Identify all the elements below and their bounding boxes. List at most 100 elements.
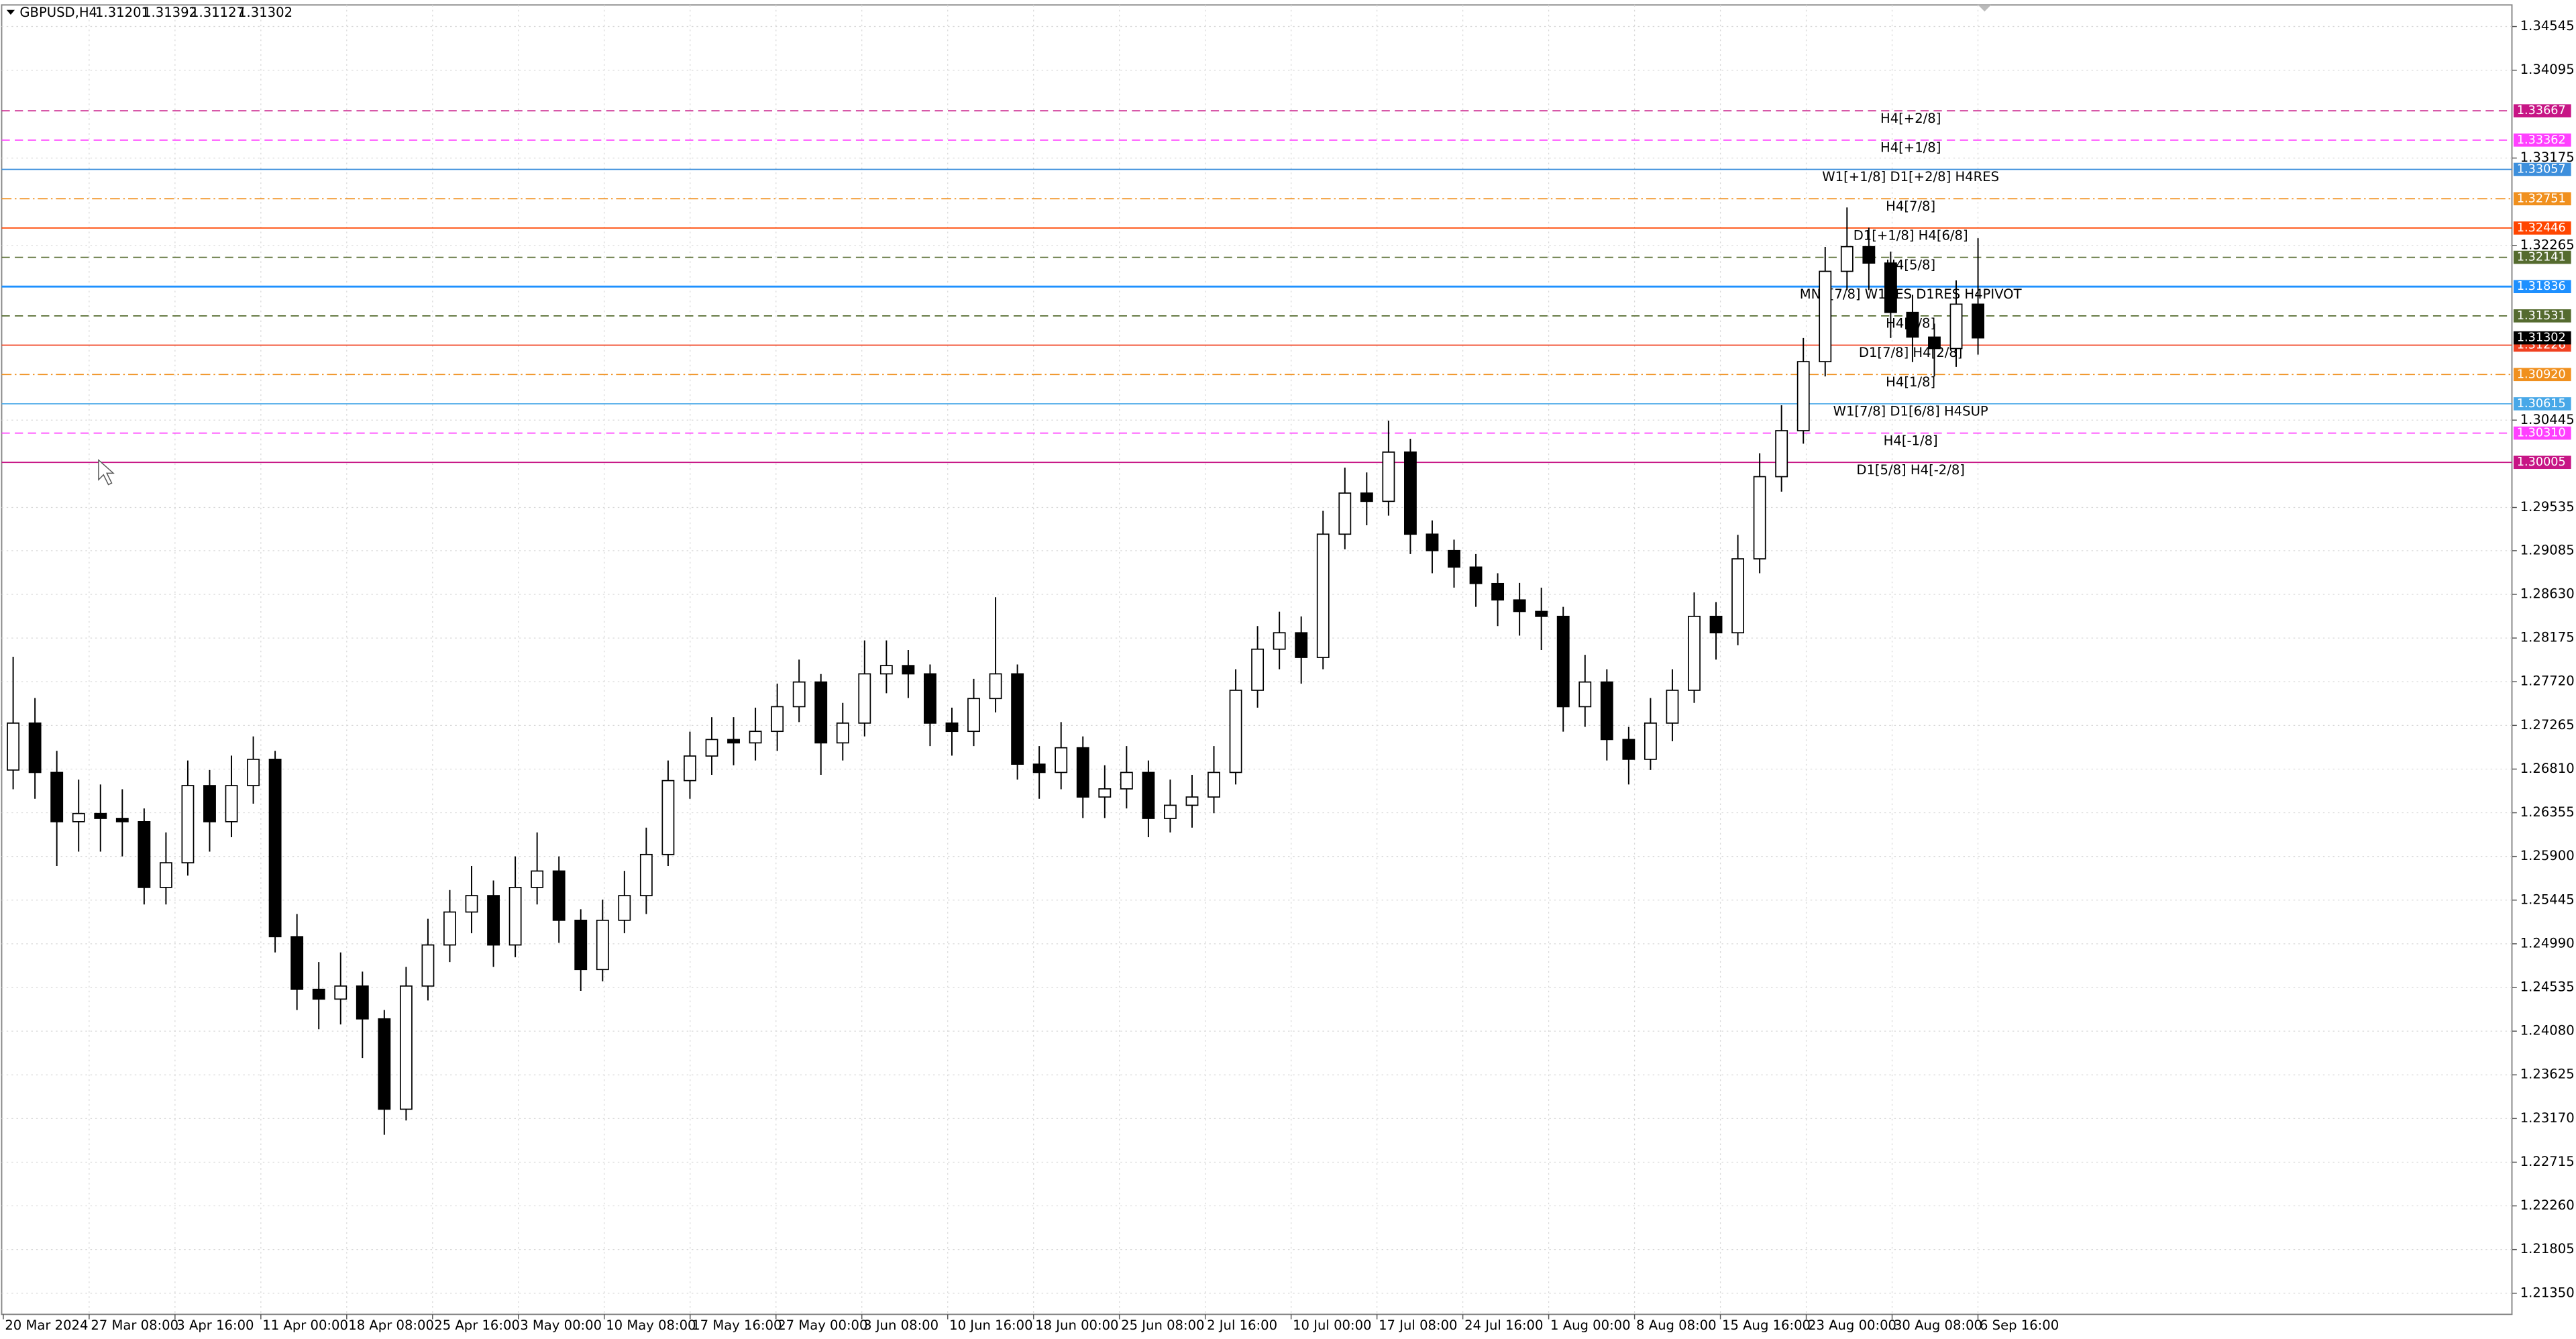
level-price: 1.33667 [2517,104,2566,117]
x-tick-label: 15 Aug 16:00 [1722,1318,1811,1333]
grid [1,5,2512,1315]
candle-body [94,812,107,819]
level-price-box [2513,104,2571,117]
candle-body [1491,582,1505,601]
x-tick-label: 30 Aug 08:00 [1894,1318,1982,1333]
level-label: H4[-1/8] [1884,433,1938,448]
x-tick-label: 18 Apr 08:00 [348,1318,434,1333]
level-label: H4[7/8] [1886,199,1935,214]
y-tick-label: 1.28630 [2520,586,2575,601]
candle-body [72,812,85,822]
level-price: 1.33057 [2517,162,2566,176]
candle-body [1208,771,1220,798]
level-price: 1.30920 [2517,368,2566,381]
candle-body [443,911,456,946]
x-tick-label: 10 Jun 16:00 [949,1318,1032,1333]
current-price-box [2513,331,2571,345]
candle-body [879,665,893,675]
candle-body [1796,361,1810,431]
level-price-box [2513,133,2571,147]
candle-body [727,739,740,744]
level-price-box [2513,162,2571,176]
candle-body [1076,747,1089,798]
candle-body [1731,558,1745,634]
candle-body [1688,615,1701,691]
level-label: D1[7/8] H4[2/8] [1859,345,1963,360]
y-tick-label: 1.23170 [2520,1110,2575,1126]
candle-body [1448,549,1460,568]
candle-body [115,818,129,822]
y-tick-label: 1.29085 [2520,542,2575,557]
menu-arrow[interactable] [6,9,15,15]
candles [7,207,1984,1135]
x-tick-label: 17 May 16:00 [692,1318,782,1333]
level-label: H4[+2/8] [1880,111,1941,126]
x-tick-label: 6 Sep 16:00 [1980,1318,2059,1333]
candle-body [1513,599,1526,612]
candle-body [334,985,347,1000]
candle-body [1164,804,1177,819]
x-tick-label: 10 May 08:00 [606,1318,696,1333]
level-price-box [2513,397,2571,411]
y-tick-label: 1.34095 [2520,62,2575,77]
candle-body [1229,690,1242,773]
x-tick-label: 2 Jul 16:00 [1207,1318,1277,1333]
candle-body [1120,771,1133,790]
candle-body [1316,533,1330,658]
y-tick-label: 1.27720 [2520,674,2575,689]
y-tick-label: 1.24535 [2520,979,2575,995]
candle-body [1819,270,1832,362]
level-label: W1[7/8] D1[6/8] H4SUP [1833,404,1988,419]
level-price: 1.30310 [2517,427,2566,440]
candle-body [247,758,260,786]
level-price-box [2513,426,2571,440]
level-price-box [2513,456,2571,470]
candle-body [50,771,64,822]
candle-body [203,785,216,822]
candle-body [1426,533,1439,551]
level-price-box [2513,192,2571,206]
current-price: 1.31302 [2517,331,2566,345]
level-label: H4[5/8] [1886,257,1935,272]
candle-body [989,673,1002,700]
candle-body [225,785,238,822]
level-price-box [2513,368,2571,382]
candle-body [531,870,544,888]
candle-body [487,895,500,946]
shift-marker[interactable] [1978,5,1992,12]
y-tick-label: 1.21805 [2520,1241,2575,1256]
candle-body [1949,303,1963,350]
y-tick-label: 1.22260 [2520,1197,2575,1213]
y-tick-label: 1.29535 [2520,499,2575,515]
level-price-box [2513,280,2571,294]
candle-body [465,895,478,913]
candle-body [1273,632,1286,650]
level-price: 1.33362 [2517,133,2566,147]
level-label: D1[+1/8] H4[6/8] [1854,228,1968,244]
candle-body [945,722,959,733]
candle-body [552,870,566,921]
x-tick-label: 27 Mar 08:00 [91,1318,178,1333]
candle-body [1578,681,1592,708]
levels: H4[+2/8] 1.33667 H4[+1/8] 1.33362 W1[+1/8] D… [1,104,2571,478]
candle-body [1382,451,1395,502]
x-tick-label: 8 Aug 08:00 [1636,1318,1717,1333]
level-label: H4[1/8] [1886,374,1935,390]
candle-body [508,887,522,946]
candle-body [356,985,369,1020]
x-tick-label: 3 Apr 16:00 [176,1318,254,1333]
candle-body [705,739,718,757]
candle-body [1295,632,1308,658]
candle-body [1840,246,1854,272]
level-price: 1.30005 [2517,456,2566,469]
candle-body [1535,610,1548,617]
y-tick-label: 1.26355 [2520,804,2575,820]
candle-body [967,698,980,733]
candle-body [749,731,762,744]
axes: 1.34545 1.34095 1.33175 1.32265 1.30445 1.295… [3,18,2575,1333]
candle-body [661,780,675,855]
candle-body [159,862,172,888]
candle-body [924,673,936,724]
candle-body [1972,303,1984,339]
